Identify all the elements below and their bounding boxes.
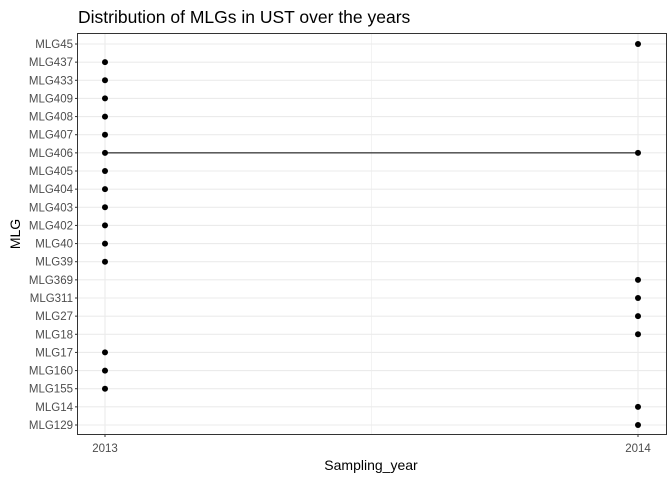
data-point [635, 276, 641, 283]
data-point [635, 41, 641, 47]
y-tick-label: MLG437 [29, 57, 73, 69]
data-point [102, 240, 108, 247]
data-point [635, 403, 641, 410]
y-tick-label: MLG40 [35, 239, 73, 251]
data-point [635, 313, 641, 320]
y-tick-label: MLG311 [30, 293, 73, 305]
panel-border [77, 33, 667, 435]
data-point [102, 367, 108, 374]
data-point [102, 186, 108, 193]
y-tick-label: MLG369 [29, 275, 73, 287]
y-tick-label: MLG402 [29, 220, 73, 232]
data-point [635, 295, 641, 301]
y-tick-label: MLG407 [29, 130, 73, 142]
y-tick-label: MLG129 [29, 420, 73, 432]
y-tick-label: MLG155 [29, 384, 73, 396]
x-axis-title: Sampling_year [324, 457, 418, 473]
data-point [102, 222, 108, 229]
data-point [102, 349, 108, 356]
y-tick-label: MLG408 [29, 112, 73, 124]
data-point [102, 131, 108, 138]
data-point [635, 422, 641, 428]
data-point [102, 113, 108, 120]
data-point [102, 59, 108, 66]
data-point [102, 385, 108, 392]
y-tick-label: MLG45 [35, 39, 73, 51]
data-layer [102, 41, 641, 428]
y-tick-label: MLG403 [29, 202, 73, 214]
x-tick-label: 2014 [625, 443, 651, 455]
axes: MLG129 MLG14 MLG155 MLG160 MLG17 MLG18 MLG27 ML… [29, 39, 651, 455]
y-tick-label: MLG160 [29, 366, 73, 378]
data-point [102, 149, 108, 156]
data-point [635, 331, 641, 338]
y-tick-label: MLG27 [35, 311, 73, 323]
data-point [102, 77, 108, 84]
y-tick-label: MLG433 [29, 75, 73, 87]
y-axis-title: MLG [7, 219, 23, 249]
y-tick-label: MLG409 [29, 93, 73, 105]
data-point [102, 168, 108, 174]
y-tick-label: MLG406 [29, 148, 73, 160]
data-point [102, 204, 108, 211]
grid-lines [78, 34, 666, 434]
x-tick-label: 2013 [92, 443, 118, 455]
data-point [102, 95, 108, 102]
y-tick-label: MLG39 [35, 257, 73, 269]
y-tick-label: MLG17 [35, 347, 73, 359]
y-tick-label: MLG18 [35, 329, 73, 341]
data-point [635, 149, 641, 156]
y-tick-label: MLG14 [35, 402, 73, 414]
chart-title: Distribution of MLGs in UST over the yea… [78, 7, 411, 27]
data-point [102, 258, 108, 265]
y-tick-label: MLG405 [29, 166, 73, 178]
y-tick-label: MLG404 [29, 184, 74, 196]
